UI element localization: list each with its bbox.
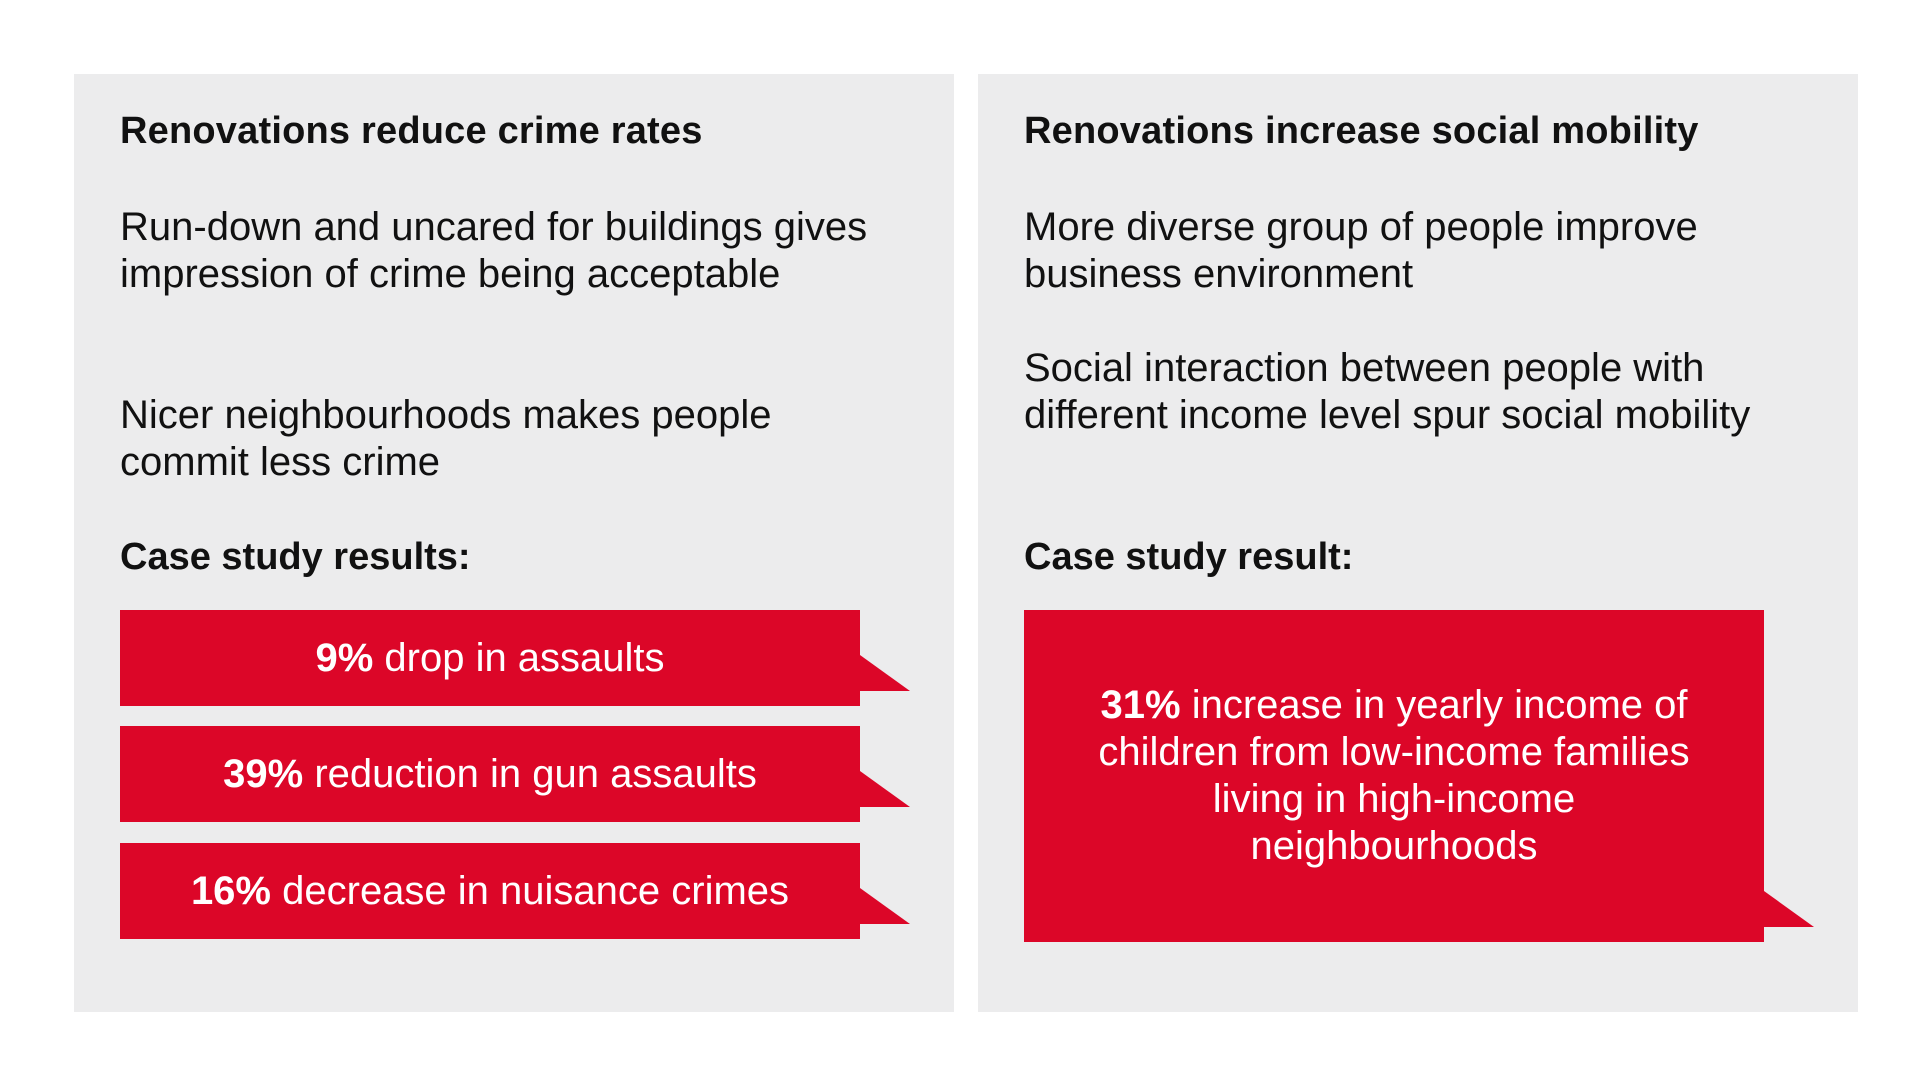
mobility-panel-title: Renovations increase social mobility [1024,110,1699,152]
crime-paragraph-2: Nicer neighbourhoods makes people commit… [120,393,772,484]
mobility-paragraph-2: Social interaction between people with d… [1024,346,1751,437]
result-value: 39% [223,751,304,796]
result-text: drop in assaults [384,635,665,680]
result-callout-gun-assaults: 39% reduction in gun assaults [120,726,860,822]
crime-panel-title: Renovations reduce crime rates [120,110,703,152]
result-value: 9% [315,635,374,680]
crime-rates-panel: Renovations reduce crime rates Run-down … [74,74,954,1012]
mobility-results-label: Case study result: [1024,536,1354,578]
result-callout-income: 31% increase in yearly income of childre… [1024,610,1764,942]
result-value: 31% [1100,683,1181,727]
result-text: reduction in gun assaults [314,751,757,796]
result-value: 16% [190,868,271,913]
result-callout-assaults: 9% drop in assaults [120,610,860,706]
mobility-paragraph-1: More diverse group of people improve bus… [1024,205,1698,296]
result-callout-nuisance-crimes: 16% decrease in nuisance crimes [120,843,860,939]
crime-results-label: Case study results: [120,536,471,578]
social-mobility-panel: Renovations increase social mobility Mor… [978,74,1858,1012]
result-text: increase in yearly income of children fr… [1098,683,1690,868]
result-text: decrease in nuisance crimes [282,868,790,913]
crime-paragraph-1: Run-down and uncared for buildings gives… [120,205,868,296]
